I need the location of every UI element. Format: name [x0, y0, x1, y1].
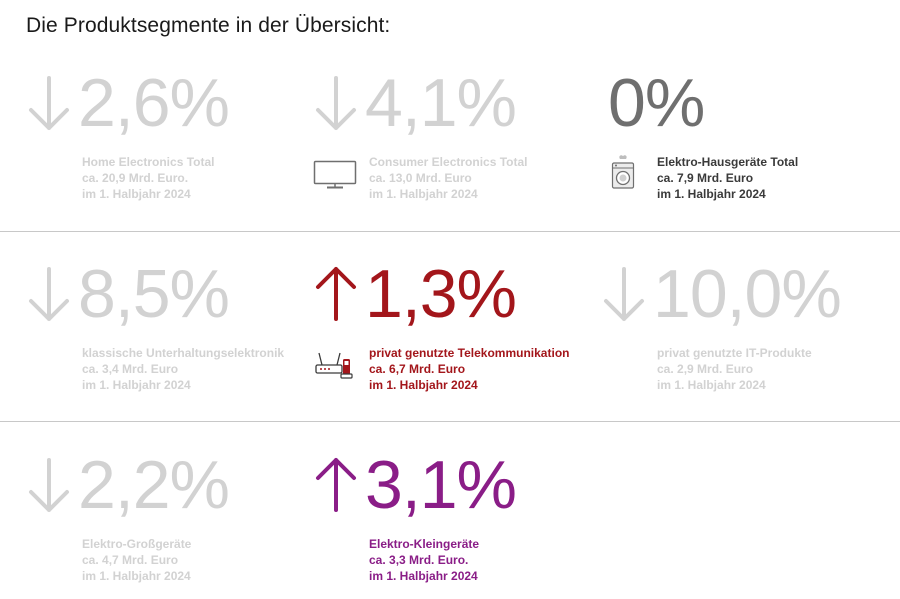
segment-period: im 1. Halbjahr 2024 — [82, 187, 191, 201]
arrow-up-icon — [316, 267, 356, 321]
row-divider — [0, 421, 900, 422]
segment-name: Home Electronics Total — [82, 155, 215, 169]
segment-period: im 1. Halbjahr 2024 — [369, 378, 478, 392]
washing-machine-icon — [611, 154, 635, 190]
segment-tile-it-produkte: 10,0% privat genutzte IT-Produkte ca. 2,… — [601, 259, 891, 399]
segment-volume: ca. 6,7 Mrd. Euro — [369, 362, 466, 376]
segment-change: 10,0% — [653, 256, 842, 332]
segment-period: im 1. Halbjahr 2024 — [657, 378, 766, 392]
segment-period: im 1. Halbjahr 2024 — [82, 569, 191, 583]
segment-period: im 1. Halbjahr 2024 — [82, 378, 191, 392]
segment-name: Elektro-Großgeräte — [82, 537, 192, 551]
segment-volume: ca. 2,9 Mrd. Euro — [657, 362, 754, 376]
segment-volume: ca. 20,9 Mrd. Euro. — [82, 171, 189, 185]
segment-tile-hausgeraete: 0% Elektro-Hausgeräte Total ca. 7,9 Mrd.… — [601, 68, 891, 208]
segment-change: 0% — [608, 65, 705, 141]
segment-volume: ca. 3,4 Mrd. Euro — [82, 362, 179, 376]
segment-tile-kleingeraete: 3,1% Elektro-Kleingeräte ca. 3,3 Mrd. Eu… — [313, 450, 603, 590]
segment-period: im 1. Halbjahr 2024 — [369, 187, 478, 201]
segment-volume: ca. 13,0 Mrd. Euro — [369, 171, 472, 185]
segment-tile-consumer-electronics: 4,1% Consumer Electronics Total ca. 13,0… — [313, 68, 603, 208]
segment-name: klassische Unterhaltungselektronik — [82, 346, 285, 360]
segment-tile-unterhaltungselektronik: 8,5% klassische Unterhaltungselektronik … — [26, 259, 316, 399]
router-phone-icon — [315, 351, 353, 379]
segment-volume: ca. 7,9 Mrd. Euro — [657, 171, 754, 185]
page-title: Die Produktsegmente in der Übersicht: — [26, 14, 391, 37]
segment-volume: ca. 4,7 Mrd. Euro — [82, 553, 179, 567]
segment-tile-grossgeraete: 2,2% Elektro-Großgeräte ca. 4,7 Mrd. Eur… — [26, 450, 316, 590]
segment-change: 3,1% — [365, 447, 517, 523]
segment-change: 2,6% — [78, 65, 230, 141]
arrow-down-icon — [29, 458, 69, 512]
segment-period: im 1. Halbjahr 2024 — [657, 187, 766, 201]
arrow-down-icon — [29, 267, 69, 321]
segment-volume: ca. 3,3 Mrd. Euro. — [369, 553, 469, 567]
tv-icon — [313, 160, 357, 190]
segment-change: 1,3% — [365, 256, 517, 332]
arrow-up-icon — [316, 458, 356, 512]
segment-change: 8,5% — [78, 256, 230, 332]
segment-name: Elektro-Kleingeräte — [369, 537, 480, 551]
arrow-down-icon — [604, 267, 644, 321]
segment-period: im 1. Halbjahr 2024 — [369, 569, 478, 583]
segment-tile-home-electronics: 2,6% Home Electronics Total ca. 20,9 Mrd… — [26, 68, 316, 208]
segment-name: privat genutzte IT-Produkte — [657, 346, 812, 360]
segment-change: 4,1% — [365, 65, 517, 141]
segment-name: Elektro-Hausgeräte Total — [657, 155, 799, 169]
arrow-down-icon — [316, 76, 356, 130]
segment-name: Consumer Electronics Total — [369, 155, 528, 169]
segment-name: privat genutzte Telekommunikation — [369, 346, 570, 360]
segment-tile-telekommunikation: 1,3% privat genutzte Telekommunikation c… — [313, 259, 603, 399]
row-divider — [0, 231, 900, 232]
segment-change: 2,2% — [78, 447, 230, 523]
arrow-down-icon — [29, 76, 69, 130]
